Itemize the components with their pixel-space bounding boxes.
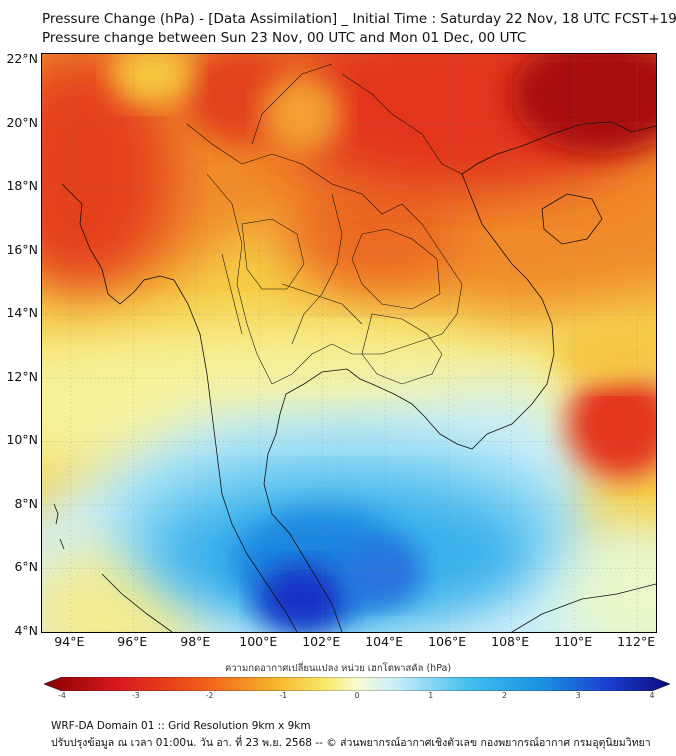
lon-label: 100°E bbox=[239, 634, 278, 649]
lat-label: 4°N bbox=[14, 623, 38, 638]
lat-label: 16°N bbox=[6, 241, 38, 257]
colorbar-tick-label: -4 bbox=[58, 691, 66, 700]
lat-label: 20°N bbox=[6, 114, 38, 130]
lat-label: 22°N bbox=[6, 51, 38, 67]
map-title: Pressure Change (hPa) - [Data Assimilati… bbox=[42, 11, 676, 27]
map-subtitle: Pressure change between Sun 23 Nov, 00 U… bbox=[42, 30, 527, 46]
pressure-field bbox=[42, 54, 656, 632]
colorbar-title: ความกดอากาศเปลี่ยนแปลง หน่วย เฮกโตพาสคัล… bbox=[224, 663, 452, 674]
lon-label: 96°E bbox=[117, 634, 148, 649]
coastlines bbox=[53, 121, 656, 632]
lon-label: 106°E bbox=[428, 634, 467, 649]
province-borders bbox=[186, 63, 463, 385]
colorbar-tick-label: 3 bbox=[575, 691, 581, 700]
lat-label: 18°N bbox=[6, 178, 38, 194]
pressure-change-map bbox=[41, 53, 657, 633]
lon-label: 108°E bbox=[491, 634, 530, 649]
lat-label: 12°N bbox=[6, 368, 38, 384]
colorbar bbox=[44, 677, 670, 691]
lat-label: 10°N bbox=[6, 432, 38, 448]
map-canvas bbox=[42, 54, 656, 632]
lat-label: 6°N bbox=[14, 559, 38, 575]
lon-label: 104°E bbox=[365, 634, 404, 649]
colorbar-tick-label: -3 bbox=[132, 691, 140, 700]
lon-label: 102°E bbox=[302, 634, 341, 649]
colorbar-tick-label: -1 bbox=[279, 691, 287, 700]
graticule bbox=[42, 54, 656, 632]
lon-label: 112°E bbox=[617, 634, 656, 649]
colorbar-tick-label: 4 bbox=[649, 691, 655, 700]
lon-label: 98°E bbox=[180, 634, 211, 649]
colorbar-tick-label: 1 bbox=[428, 691, 434, 700]
lon-label: 94°E bbox=[54, 634, 85, 649]
lat-label: 14°N bbox=[6, 305, 38, 321]
colorbar-tick-label: 2 bbox=[502, 691, 507, 700]
colorbar-tick-label: 0 bbox=[354, 691, 360, 700]
lon-label: 110°E bbox=[554, 634, 593, 649]
colorbar-tick-label: -2 bbox=[205, 691, 214, 700]
update-info: ปรับปรุงข้อมูล ณ เวลา 01:00น. วัน อา. ที… bbox=[51, 737, 651, 749]
model-info: WRF-DA Domain 01 :: Grid Resolution 9km … bbox=[51, 720, 311, 732]
lat-label: 8°N bbox=[14, 495, 38, 511]
